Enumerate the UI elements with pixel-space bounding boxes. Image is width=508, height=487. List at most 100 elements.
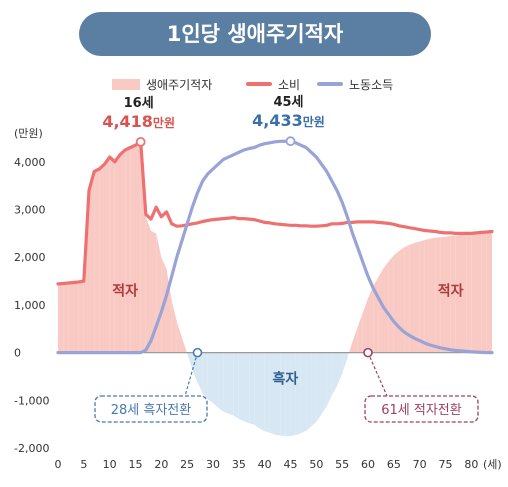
crossover-callout-box	[94, 395, 208, 423]
surplus-area-segment	[342, 352, 348, 374]
deficit-area-segment	[383, 261, 389, 353]
x-tick-label: 15	[129, 458, 143, 471]
x-tick-label: 80	[464, 458, 478, 471]
deficit-area-segment	[476, 232, 482, 353]
deficit-area-segment	[455, 235, 461, 353]
peak-marker	[135, 137, 146, 147]
surplus-area-segment	[213, 352, 219, 408]
deficit-area-segment	[450, 235, 456, 353]
deficit-area-segment	[440, 236, 446, 353]
deficit-area-segment	[471, 233, 477, 353]
y-tick-label: 4,000	[14, 156, 46, 169]
deficit-area-segment	[424, 238, 430, 353]
surplus-area-segment	[192, 352, 198, 383]
surplus-area-segment	[197, 352, 203, 394]
y-tick-label: -2,000	[14, 442, 49, 455]
surplus-area-segment	[321, 352, 327, 415]
legend-label-deficit: 생애주기적자	[146, 77, 213, 92]
surplus-area-segment	[280, 352, 286, 437]
deficit-area-segment	[151, 231, 157, 353]
deficit-area-segment	[145, 216, 151, 353]
surplus-area-segment	[275, 352, 281, 436]
deficit-area-segment	[352, 326, 358, 353]
deficit-area-segment	[58, 283, 64, 353]
deficit-area-segment	[114, 154, 120, 353]
x-tick-label: 50	[309, 458, 323, 471]
x-tick-label: 65	[387, 458, 401, 471]
surplus-area-segment	[259, 352, 265, 432]
surplus-area-segment	[311, 352, 317, 427]
legend-label-consumption: 소비	[278, 77, 301, 92]
deficit-area-segment	[63, 282, 69, 353]
deficit-area-segment	[414, 241, 420, 353]
deficit-area-segment	[130, 145, 136, 353]
deficit-area-segment	[135, 141, 141, 353]
x-tick-label: 10	[103, 458, 117, 471]
surplus-area-segment	[300, 352, 306, 434]
deficit-area-segment	[182, 337, 187, 353]
legend-item-consumption: 소비	[246, 76, 300, 92]
x-tick-label: 0	[55, 458, 62, 471]
deficit-area-segment	[94, 169, 100, 353]
x-tick-label: 20	[154, 458, 168, 471]
labor-income-line	[56, 139, 494, 355]
surplus-area-segment	[244, 352, 250, 424]
deficit-area-segment	[378, 268, 384, 353]
peak-age-label: 16세	[124, 96, 154, 111]
surplus-area-segment	[306, 352, 312, 431]
x-axis-unit: (세)	[483, 458, 502, 471]
deficit-area-segment	[89, 171, 95, 353]
x-tick-label: 35	[232, 458, 246, 471]
deficit-area-segment	[435, 237, 441, 353]
crossover-marker	[363, 347, 373, 358]
surplus-area-segment	[316, 352, 322, 422]
crossover-callout-box	[364, 395, 479, 423]
y-tick-label: 0	[14, 347, 21, 360]
deficit-area-segment	[466, 234, 472, 353]
consumption-line	[56, 140, 494, 286]
surplus-area-segment	[223, 352, 229, 414]
surplus-area-segment	[285, 352, 291, 437]
crossover-connector	[367, 352, 388, 397]
deficit-area-segment	[349, 341, 353, 353]
deficit-area-segment	[120, 149, 126, 353]
crossover-connector	[184, 352, 199, 397]
peak-value-label: 4,433만원	[252, 111, 325, 130]
surplus-area-segment	[269, 352, 275, 435]
crossover-marker	[192, 347, 203, 358]
deficit-area-segment	[404, 244, 410, 353]
deficit-area-segment	[481, 231, 487, 353]
x-tick-label: 30	[206, 458, 220, 471]
surplus-area-segment	[326, 352, 332, 407]
surplus-area-segment	[218, 352, 224, 412]
y-tick-label: 3,000	[14, 204, 46, 217]
deficit-area-segment	[78, 281, 84, 353]
surplus-area-segment	[202, 352, 208, 400]
deficit-area-segment	[357, 312, 363, 353]
peak-marker	[285, 136, 296, 147]
deficit-area-segment	[156, 233, 162, 353]
surplus-area-segment	[207, 352, 213, 404]
deficit-area-segment	[461, 234, 467, 353]
surplus-area-segment	[331, 352, 337, 396]
legend-swatch-deficit	[112, 78, 140, 90]
surplus-area-segment	[249, 352, 255, 425]
region-label: 적자	[112, 282, 138, 299]
surplus-area-segment	[295, 352, 301, 436]
x-tick-label: 75	[439, 458, 453, 471]
peak-value-label: 4,418만원	[102, 112, 175, 131]
deficit-area-segment	[68, 282, 74, 353]
legend-swatch-labor-income	[317, 82, 343, 86]
surplus-area-segment	[347, 352, 350, 359]
surplus-area-segment	[228, 352, 234, 416]
y-axis-unit: (만원)	[14, 127, 43, 140]
x-tick-label: 40	[258, 458, 272, 471]
deficit-area-segment	[388, 255, 394, 353]
region-label: 적자	[438, 282, 464, 299]
x-tick-label: 70	[413, 458, 427, 471]
deficit-area-segment	[99, 164, 105, 353]
chart-title: 1인당 생애주기적자	[166, 22, 344, 46]
legend-item-labor-income: 노동소득	[317, 76, 393, 92]
deficit-area-segment	[409, 242, 415, 353]
